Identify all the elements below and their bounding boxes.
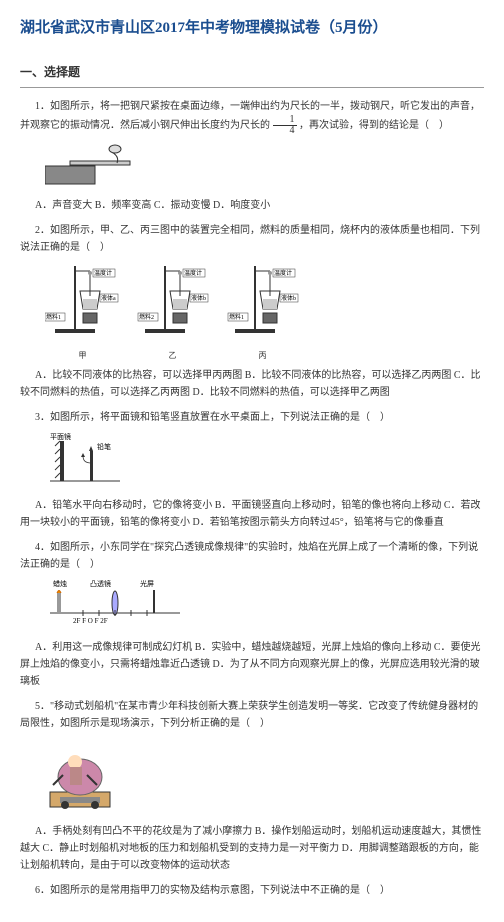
q5-options: A．手柄处刻有凹凸不平的花纹是为了减小摩擦力 B．操作划船运动时，划船机运动速度… <box>20 823 484 874</box>
q1-text-b: ，再次试验，得到的结论是（ ） <box>297 119 450 130</box>
svg-text:温度计: 温度计 <box>274 269 292 277</box>
page-title: 湖北省武汉市青山区2017年中考物理模拟试卷（5月份） <box>20 15 484 42</box>
svg-text:燃料1: 燃料1 <box>46 313 61 321</box>
q5-figure <box>45 737 115 818</box>
svg-text:2F F O F 2F: 2F F O F 2F <box>73 617 108 625</box>
question-5: 5．"移动式划船机"在某市青少年科技创新大赛上荣获学生创造发明一等奖．它改变了传… <box>20 698 484 874</box>
q2-text: 2．如图所示，甲、乙、丙三图中的装置完全相同，燃料的质量相同，烧杯内的液体质量也… <box>20 222 484 256</box>
q2-label-jia: 甲 <box>45 349 120 363</box>
svg-text:燃料2: 燃料2 <box>139 313 154 321</box>
q4-options: A．利用这一成像规律可制成幻灯机 B．实验中，蜡烛越烧越短，光屏上烛焰的像向上移… <box>20 639 484 690</box>
svg-text:铅笔: 铅笔 <box>97 442 111 451</box>
svg-text:温度计: 温度计 <box>94 269 112 277</box>
question-3: 3．如图所示，将平面镜和铅笔竖直放置在水平桌面上，下列说法正确的是（ ） 平面镜… <box>20 409 484 531</box>
svg-text:燃料1: 燃料1 <box>229 313 244 321</box>
q3-figure: 平面镜 铅笔 <box>45 431 135 492</box>
q1-options: A．声音变大 B．频率变高 C．振动变慢 D．响度变小 <box>20 197 484 214</box>
q3-options: A．铅笔水平向右移动时，它的像将变小 B．平面镜竖直向上移动时，铅笔的像也将向上… <box>20 497 484 531</box>
q4-figure: 蜡烛 凸透镜 光屏 2F F O F 2F <box>45 578 185 634</box>
question-4: 4．如图所示，小东同学在"探究凸透镜成像规律"的实验时，烛焰在光屏上成了一个清晰… <box>20 539 484 690</box>
q2-options: A．比较不同液体的比热容，可以选择甲丙两图 B．比较不同液体的比热容，可以选择乙… <box>20 367 484 401</box>
svg-text:蜡烛: 蜡烛 <box>53 579 67 588</box>
q2-label-bing: 丙 <box>225 349 300 363</box>
svg-text:凸透镜: 凸透镜 <box>90 579 111 588</box>
svg-text:液体b: 液体b <box>281 294 296 302</box>
q1-fraction: 14 <box>273 115 297 136</box>
q3-text: 3．如图所示，将平面镜和铅笔竖直放置在水平桌面上，下列说法正确的是（ ） <box>20 409 484 426</box>
question-1: 1．如图所示，将一把钢尺紧按在桌面边缘，一端伸出约为尺长的一半，拨动钢尺，听它发… <box>20 98 484 214</box>
svg-text:光屏: 光屏 <box>140 579 154 588</box>
q6-text: 6．如图所示的是常用指甲刀的实物及结构示意图，下列说法中不正确的是（ ） <box>20 882 484 899</box>
q4-text: 4．如图所示，小东同学在"探究凸透镜成像规律"的实验时，烛焰在光屏上成了一个清晰… <box>20 539 484 573</box>
svg-text:液体a: 液体a <box>101 294 116 302</box>
svg-text:温度计: 温度计 <box>184 269 202 277</box>
svg-text:液体b: 液体b <box>191 294 206 302</box>
section-header: 一、选择题 <box>20 62 484 88</box>
q2-figures: 温度计 液体a 燃料1 甲 温度计 <box>45 261 484 363</box>
q5-text: 5．"移动式划船机"在某市青少年科技创新大赛上荣获学生创造发明一等奖．它改变了传… <box>20 698 484 732</box>
svg-text:平面镜: 平面镜 <box>50 432 71 441</box>
question-2: 2．如图所示，甲、乙、丙三图中的装置完全相同，燃料的质量相同，烧杯内的液体质量也… <box>20 222 484 402</box>
q2-label-yi: 乙 <box>135 349 210 363</box>
q1-figure <box>45 141 135 192</box>
question-6: 6．如图所示的是常用指甲刀的实物及结构示意图，下列说法中不正确的是（ ） <box>20 882 484 899</box>
